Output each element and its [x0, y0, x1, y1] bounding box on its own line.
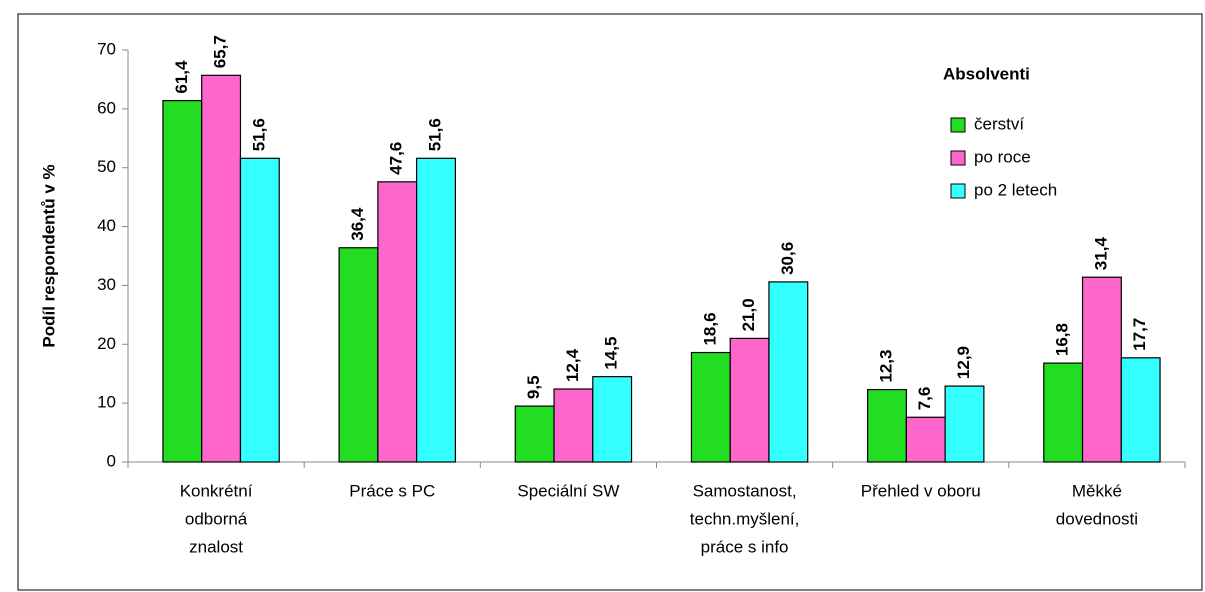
y-tick-label: 0	[107, 451, 116, 470]
x-tick-label: Měkké	[1072, 481, 1122, 500]
x-tick-label: Speciální SW	[517, 481, 619, 500]
y-tick-label: 40	[97, 216, 116, 235]
y-tick-label: 50	[97, 157, 116, 176]
bar	[1043, 362, 1084, 463]
value-label: 12,3	[876, 350, 895, 383]
bar	[768, 281, 809, 463]
value-label: 12,4	[563, 348, 582, 382]
y-tick-label: 10	[97, 393, 116, 412]
x-tick-label: techn.myšlení,	[690, 509, 800, 528]
legend-title: Absolventi	[943, 64, 1030, 83]
x-tick-label: odborná	[185, 509, 248, 528]
bar	[867, 389, 907, 463]
bar	[514, 405, 555, 463]
y-tick-label: 30	[97, 275, 116, 294]
bar	[338, 247, 379, 463]
bar	[592, 376, 633, 463]
bar	[944, 385, 985, 463]
y-tick-label: 60	[97, 98, 116, 117]
value-label: 51,6	[425, 118, 444, 151]
value-label: 7,6	[915, 387, 934, 411]
x-tick-label: Přehled v oboru	[861, 481, 981, 500]
value-label: 31,4	[1091, 237, 1110, 271]
value-label: 65,7	[211, 35, 230, 68]
value-label: 9,5	[524, 375, 543, 399]
bar	[729, 337, 770, 463]
bar	[690, 351, 731, 463]
bar	[416, 157, 456, 463]
x-tick-label: znalost	[189, 537, 243, 556]
bar	[239, 157, 280, 463]
x-tick-label: práce s info	[701, 537, 789, 556]
y-tick-label: 70	[97, 39, 116, 58]
value-label: 30,6	[778, 242, 797, 275]
value-label: 17,7	[1130, 318, 1149, 351]
legend-swatch	[950, 117, 966, 133]
value-label: 18,6	[700, 312, 719, 345]
y-tick-label: 20	[97, 334, 116, 353]
bar	[201, 74, 242, 463]
legend-swatch	[950, 150, 966, 166]
value-label: 51,6	[249, 118, 268, 151]
value-label: 61,4	[172, 60, 191, 94]
x-tick-label: Konkrétní	[180, 481, 253, 500]
value-label: 16,8	[1053, 323, 1072, 356]
x-tick-label: Samostanost,	[693, 481, 797, 500]
value-label: 47,6	[387, 142, 406, 175]
legend-label: po roce	[974, 147, 1031, 166]
bar	[553, 388, 594, 463]
bar	[1081, 276, 1122, 463]
x-tick-label: Práce s PC	[349, 481, 435, 500]
legend-swatch	[950, 183, 966, 199]
bar	[1120, 357, 1161, 463]
value-label: 14,5	[602, 337, 621, 370]
value-label: 21,0	[739, 298, 758, 331]
legend-label: čerství	[974, 114, 1024, 133]
x-tick-label: dovednosti	[1056, 509, 1138, 528]
bar	[905, 416, 946, 463]
bar	[377, 181, 418, 463]
value-label: 12,9	[954, 346, 973, 379]
bar	[162, 100, 203, 463]
value-label: 36,4	[348, 207, 367, 241]
y-axis-label: Podíl respondentů v %	[39, 164, 58, 347]
legend-label: po 2 letech	[974, 180, 1057, 199]
